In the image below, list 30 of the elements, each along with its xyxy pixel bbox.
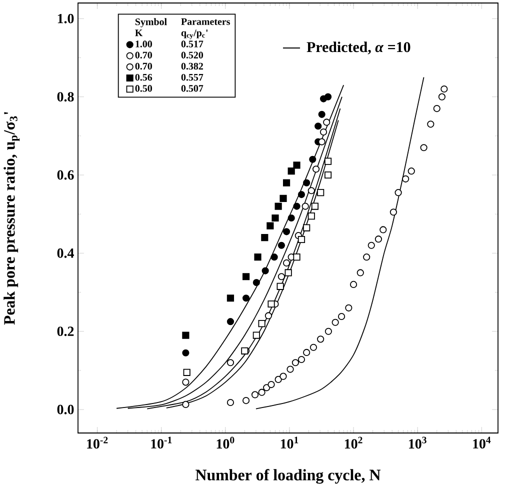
legend-label: Predicted, α =10 <box>306 42 410 54</box>
x-tick-label: 10$^{-2}$ <box>87 436 108 449</box>
legend-label: 0.70 <box>135 62 152 70</box>
annotation: 0.517 <box>181 40 204 48</box>
x-tick-label: 10$^{1}$ <box>280 436 298 449</box>
x-tick-label: 10$^{4}$ <box>473 436 491 449</box>
y-tick-label: 0.6 <box>57 170 74 180</box>
annotation: Parameters <box>181 18 230 25</box>
annotation: 0.507 <box>181 85 204 92</box>
x-tick-label: 10$^{0}$ <box>216 436 234 449</box>
legend-label: 0.50 <box>135 85 152 92</box>
y-tick-label: 0.4 <box>57 248 74 258</box>
annotation: 0.382 <box>181 62 203 70</box>
legend-label: 1.00 <box>136 40 152 48</box>
legend-label: 0.70 <box>135 52 152 58</box>
y-tick-label: 0.2 <box>57 326 74 336</box>
y-tick-label: 0.8 <box>57 92 74 102</box>
x-tick-label: 10$^{2}$ <box>344 436 362 449</box>
annotation: 0.520 <box>181 52 204 58</box>
annotation: Symbol <box>135 18 167 28</box>
legend-label: 0.56 <box>135 74 152 81</box>
y-tick-label: 1.0 <box>58 14 74 24</box>
x-tick-label: 10$^{-1}$ <box>151 436 172 449</box>
y-tick-label: 0.0 <box>57 404 74 414</box>
annotation: 0.557 <box>181 74 204 81</box>
annotation: K <box>135 30 143 36</box>
y-axis-title: Peak pore pressure ratio, u$_{p}$/σ$_{3}$' <box>4 112 20 325</box>
annotation: q$_{cy}$/p$_{c}$' <box>181 30 208 40</box>
x-tick-label: 10$^{3}$ <box>409 436 426 449</box>
x-axis-title: Number of loading cycle, N <box>196 469 381 484</box>
